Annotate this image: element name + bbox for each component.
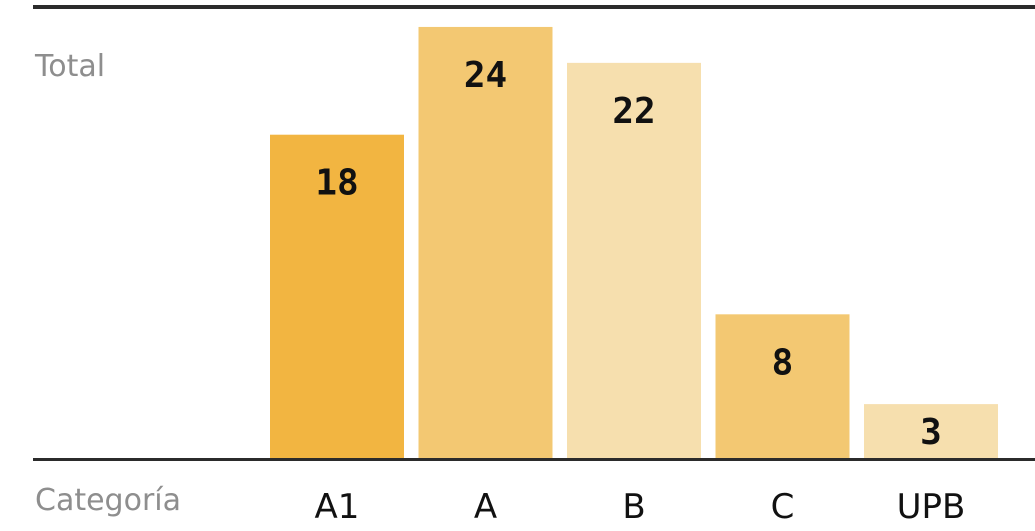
y-axis-label: Total bbox=[35, 49, 106, 84]
category-tick-label: A1 bbox=[315, 487, 360, 527]
bar-value-label: 18 bbox=[315, 163, 358, 204]
category-tick-label: C bbox=[771, 487, 795, 527]
bar-c bbox=[715, 314, 850, 458]
bar-b bbox=[567, 62, 701, 459]
bar-a1 bbox=[270, 134, 404, 459]
top-rule bbox=[33, 5, 1035, 9]
bar-a bbox=[418, 26, 553, 459]
bar-upb bbox=[864, 404, 998, 458]
category-tick-label: A bbox=[474, 487, 497, 527]
bar-value-label: 24 bbox=[464, 55, 507, 96]
bar-value-label: 22 bbox=[612, 91, 655, 132]
x-axis-label: Categoría bbox=[35, 483, 182, 518]
category-tick-label: UPB bbox=[897, 487, 966, 527]
bar-value-label: 8 bbox=[772, 342, 794, 383]
x-axis-baseline bbox=[33, 458, 1035, 461]
bar-value-label: 3 bbox=[920, 412, 942, 453]
category-tick-label: B bbox=[622, 487, 645, 527]
